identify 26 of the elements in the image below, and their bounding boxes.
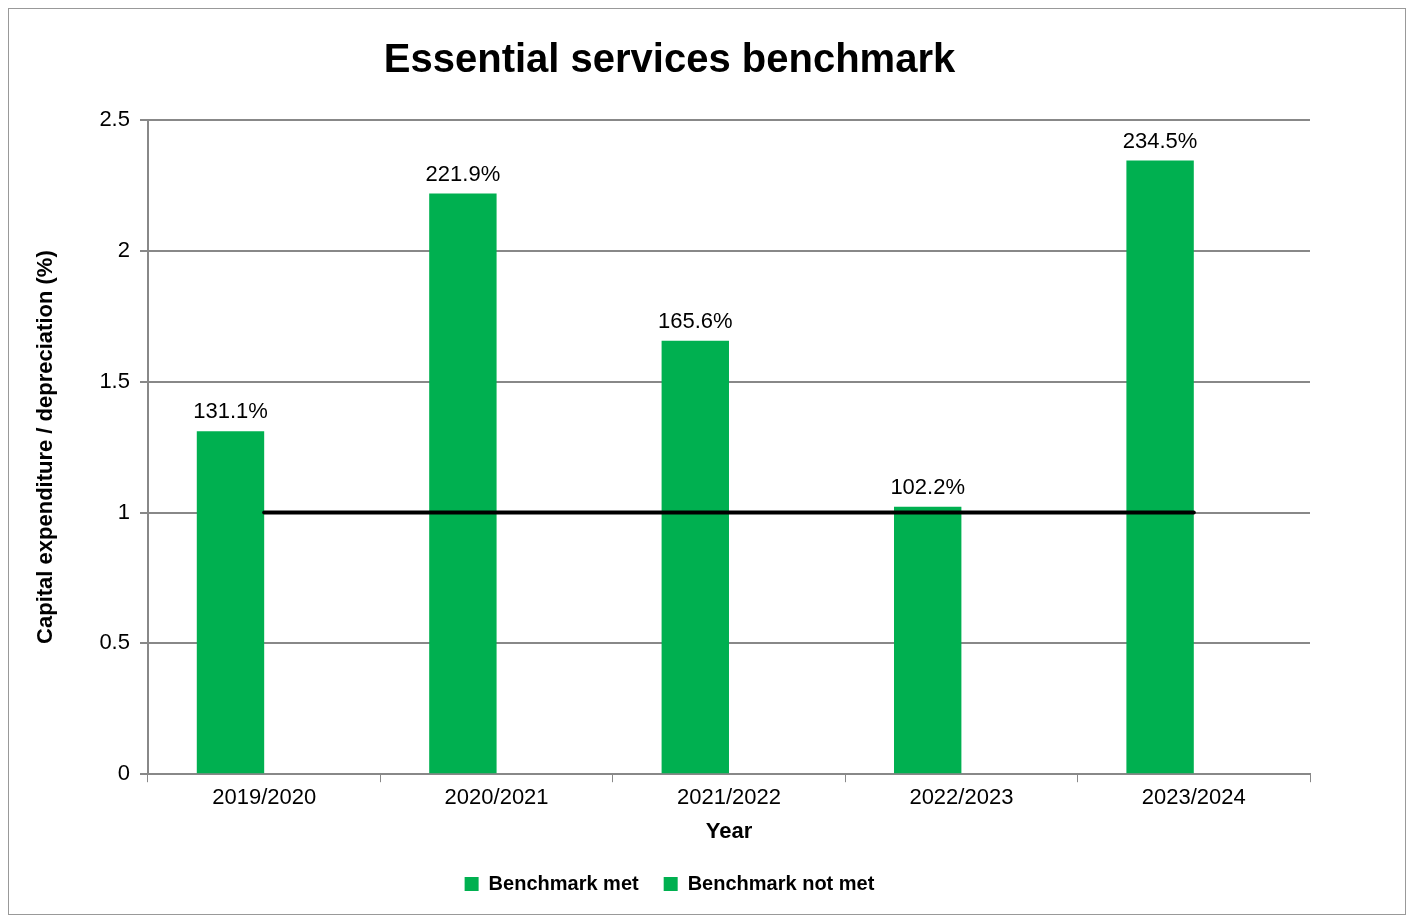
y-axis-title: Capital expenditure / depreciation (%): [32, 250, 58, 644]
bar: [196, 431, 265, 774]
x-tick-label: 2023/2024: [1141, 784, 1246, 810]
bar: [894, 506, 962, 774]
data-label: 131.1%: [193, 398, 268, 424]
legend-label: Benchmark met: [488, 871, 640, 894]
x-tick-label: 2021/2022: [676, 784, 781, 810]
y-tick-label: 1.5: [99, 367, 130, 393]
y-tick-label: 2.5: [99, 106, 130, 132]
y-tick-label: 2: [117, 236, 130, 262]
legend-label: Benchmark not met: [687, 871, 875, 894]
bar: [661, 340, 729, 774]
x-tick-label: 2022/2023: [909, 784, 1014, 810]
x-axis-title: Year: [705, 817, 753, 843]
data-label: 165.6%: [657, 307, 733, 333]
data-label: 102.2%: [890, 473, 966, 499]
y-tick-label: 0.5: [99, 629, 130, 655]
y-tick-label: 1: [117, 498, 130, 524]
bar: [1126, 160, 1194, 774]
data-label: 221.9%: [425, 160, 501, 186]
bar: [429, 193, 497, 774]
x-tick-label: 2019/2020: [212, 784, 317, 810]
data-label: 234.5%: [1122, 127, 1198, 153]
chart-title: Essential services benchmark: [383, 36, 956, 81]
x-tick-label: 2020/2021: [444, 784, 549, 810]
y-tick-label: 0: [117, 760, 130, 786]
